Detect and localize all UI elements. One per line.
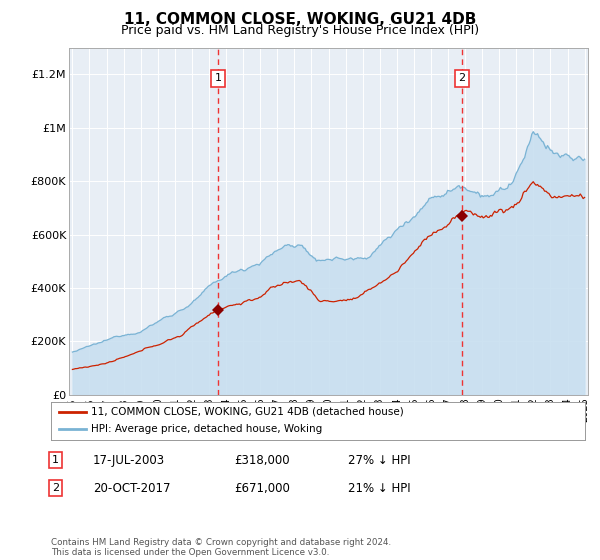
Text: HPI: Average price, detached house, Woking: HPI: Average price, detached house, Woki… [91, 424, 322, 435]
Text: 17-JUL-2003: 17-JUL-2003 [93, 454, 165, 467]
Text: 20-OCT-2017: 20-OCT-2017 [93, 482, 170, 495]
Text: 2: 2 [458, 73, 465, 83]
Text: Price paid vs. HM Land Registry's House Price Index (HPI): Price paid vs. HM Land Registry's House … [121, 24, 479, 36]
Text: 27% ↓ HPI: 27% ↓ HPI [348, 454, 410, 467]
Text: £318,000: £318,000 [234, 454, 290, 467]
Text: 2: 2 [52, 483, 59, 493]
Text: 21% ↓ HPI: 21% ↓ HPI [348, 482, 410, 495]
Text: 11, COMMON CLOSE, WOKING, GU21 4DB: 11, COMMON CLOSE, WOKING, GU21 4DB [124, 12, 476, 27]
Text: 1: 1 [215, 73, 222, 83]
Text: 11, COMMON CLOSE, WOKING, GU21 4DB (detached house): 11, COMMON CLOSE, WOKING, GU21 4DB (deta… [91, 407, 404, 417]
Text: 1: 1 [52, 455, 59, 465]
Text: Contains HM Land Registry data © Crown copyright and database right 2024.
This d: Contains HM Land Registry data © Crown c… [51, 538, 391, 557]
Text: £671,000: £671,000 [234, 482, 290, 495]
